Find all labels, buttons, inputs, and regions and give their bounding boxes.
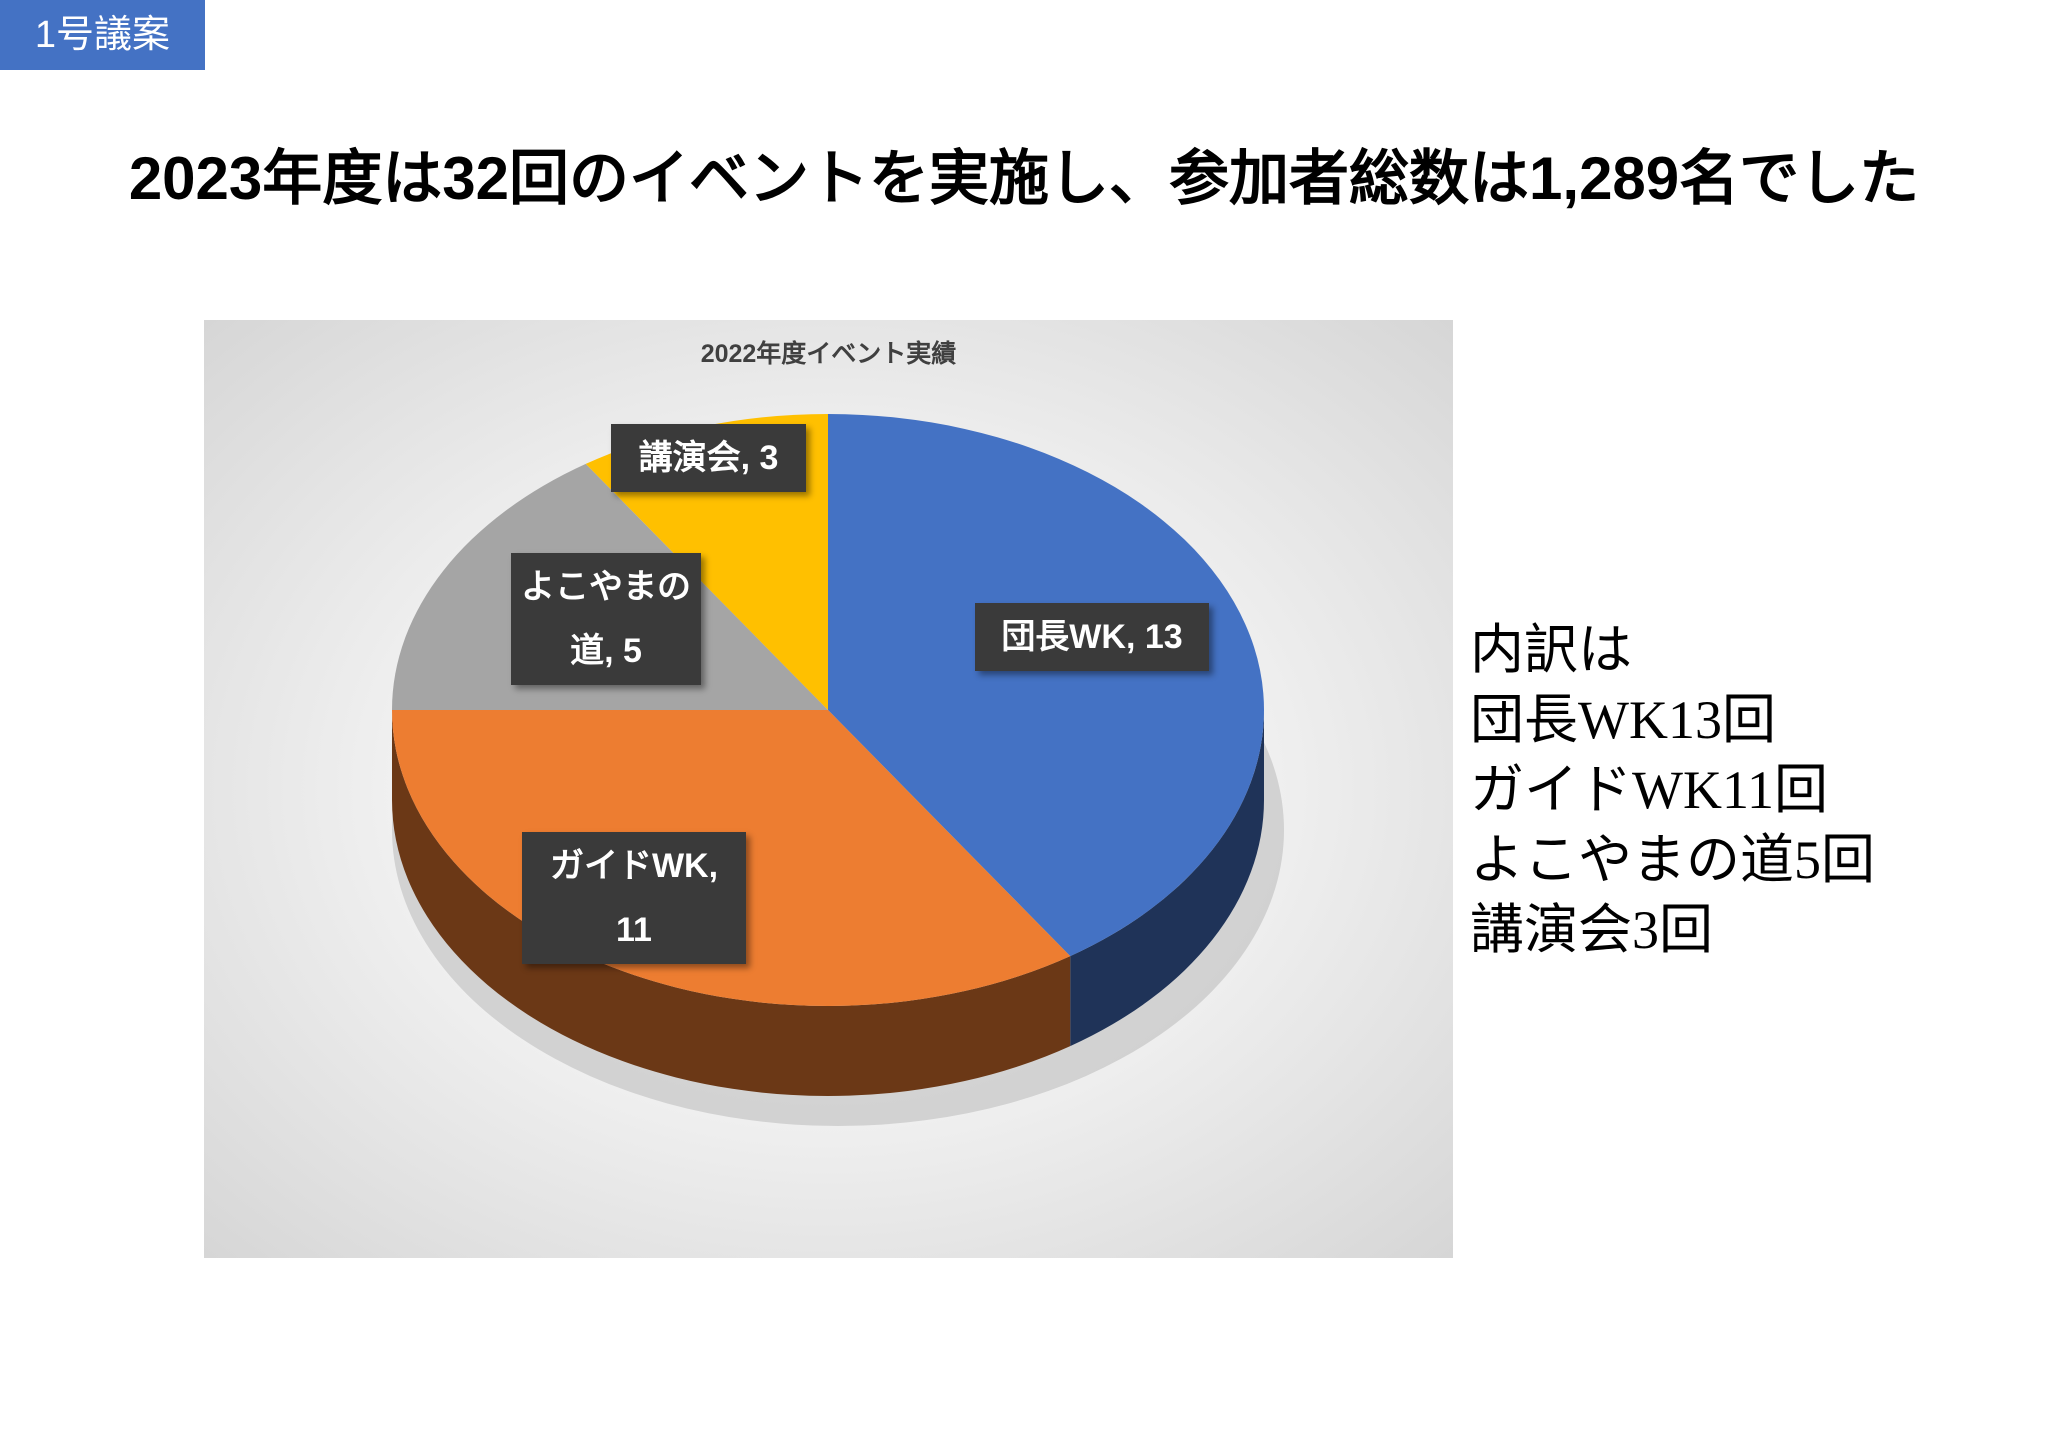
breakdown-line: 団長WK13回 (1470, 690, 1776, 750)
pie-chart (392, 414, 1284, 1126)
data-label: よこやまの道, 5 (511, 553, 701, 685)
pie-side (392, 710, 1071, 1096)
breakdown-line: 講演会3回 (1470, 900, 1713, 960)
chart: 2022年度イベント実績 団長WK, 13 ガイドWK, 11 よこやまの道, 5 講… (204, 320, 1453, 1258)
data-label: ガイドWK, 11 (522, 832, 746, 964)
breakdown-line: ガイドWK11回 (1470, 760, 1828, 820)
headline: 2023年度は32回のイベントを実施し、参加者総数は1,289名でした (128, 145, 1920, 212)
data-label: 講演会, 3 (611, 424, 806, 492)
data-label: 団長WK, 13 (975, 603, 1209, 671)
badge: 1号議案 (0, 0, 205, 70)
chart-title: 2022年度イベント実績 (700, 340, 957, 368)
pie-side (1070, 710, 1264, 1047)
breakdown: 内訳は団長WK13回 ガイドWK11回 よこやまの道5回 講演会3回 (1470, 615, 1875, 965)
breakdown-line: 内訳は (1470, 620, 1632, 680)
pie-slice (828, 414, 1264, 957)
breakdown-line: よこやまの道5回 (1470, 830, 1875, 890)
